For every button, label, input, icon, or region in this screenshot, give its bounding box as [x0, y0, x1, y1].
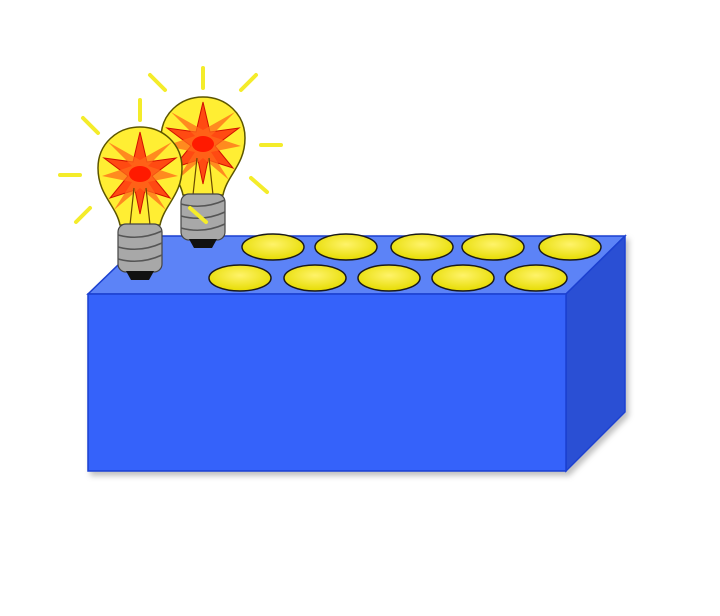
block-front-face: [87, 293, 567, 472]
bulb-glow: [102, 131, 178, 215]
bulb-glow: [165, 101, 241, 185]
socket-hole: [241, 233, 305, 261]
light-rays: [58, 98, 208, 224]
socket-hole: [461, 233, 525, 261]
bulb-base: [117, 223, 163, 280]
socket-hole: [538, 233, 602, 261]
socket-hole: [208, 264, 272, 292]
lightbulb-front: [58, 98, 208, 280]
bulb-filament: [129, 187, 151, 226]
socket-hole: [390, 233, 454, 261]
socket-hole: [314, 233, 378, 261]
socket-holes: [208, 233, 602, 292]
socket-hole: [357, 264, 421, 292]
socket-hole: [431, 264, 495, 292]
bulb-filament: [192, 157, 214, 196]
socket-hole: [283, 264, 347, 292]
socket-hole: [504, 264, 568, 292]
